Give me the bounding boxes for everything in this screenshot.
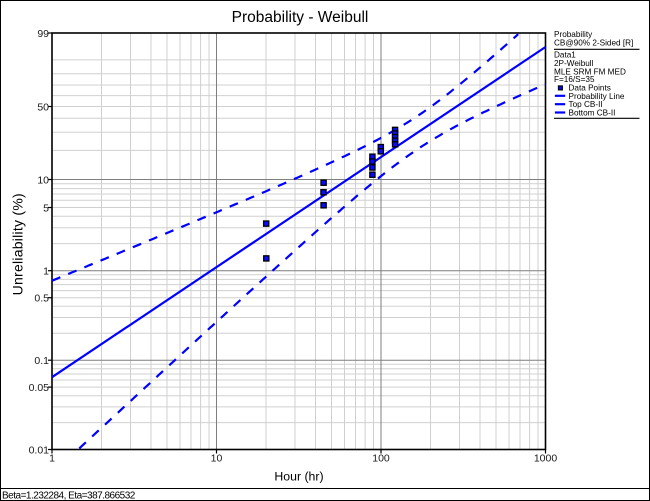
- svg-text:10: 10: [37, 174, 49, 186]
- svg-text:CB@90% 2-Sided [R]: CB@90% 2-Sided [R]: [554, 39, 633, 48]
- svg-text:MLE SRM FM MED: MLE SRM FM MED: [554, 68, 626, 77]
- svg-text:Data1: Data1: [554, 50, 576, 59]
- svg-text:F=16/S=35: F=16/S=35: [554, 75, 595, 84]
- svg-text:Unreliability (%): Unreliability (%): [10, 193, 26, 295]
- svg-text:0.1: 0.1: [34, 355, 49, 367]
- svg-text:1: 1: [43, 266, 49, 278]
- svg-text:1000: 1000: [534, 453, 558, 465]
- svg-text:100: 100: [372, 453, 390, 465]
- svg-text:2P-Weibull: 2P-Weibull: [554, 59, 594, 68]
- svg-text:Probability: Probability: [554, 30, 593, 39]
- svg-text:5: 5: [43, 202, 49, 214]
- svg-text:0.5: 0.5: [34, 293, 49, 305]
- svg-text:Data Points: Data Points: [569, 83, 611, 92]
- svg-text:Top CB-II: Top CB-II: [569, 100, 603, 109]
- svg-text:Probability - Weibull: Probability - Weibull: [232, 9, 369, 26]
- svg-text:50: 50: [37, 101, 49, 113]
- svg-text:Hour (hr): Hour (hr): [274, 470, 323, 484]
- svg-text:Probability Line: Probability Line: [569, 92, 625, 101]
- svg-text:Beta=1.232284, Eta=387.866532: Beta=1.232284, Eta=387.866532: [2, 491, 136, 501]
- svg-text:Bottom CB-II: Bottom CB-II: [569, 109, 616, 118]
- svg-text:1: 1: [49, 453, 55, 465]
- svg-text:0.01: 0.01: [29, 444, 50, 456]
- svg-text:0.05: 0.05: [29, 382, 50, 394]
- svg-text:10: 10: [211, 453, 223, 465]
- svg-text:99: 99: [37, 28, 49, 40]
